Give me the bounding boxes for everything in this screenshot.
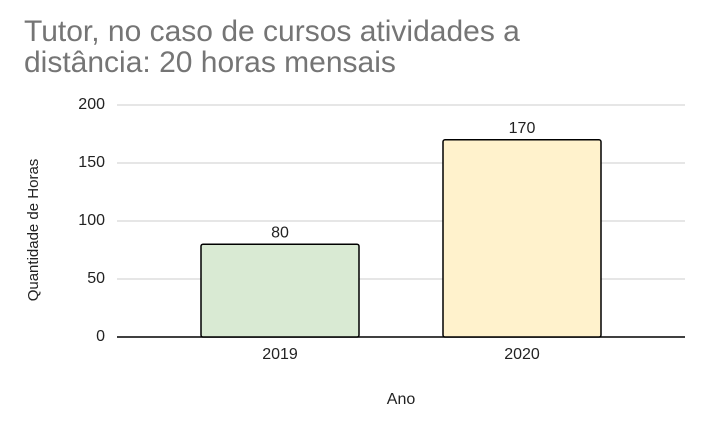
- y-axis-label: Quantidade de Horas: [25, 159, 42, 302]
- y-tick-label: 0: [96, 328, 105, 345]
- data-label: 170: [509, 120, 536, 137]
- y-tick-label: 100: [78, 212, 105, 229]
- y-tick-label: 50: [87, 270, 105, 287]
- x-axis-label: Ano: [387, 391, 416, 408]
- x-tick-label: 2020: [504, 346, 540, 363]
- y-tick-label: 150: [78, 154, 105, 171]
- x-tick-label: 2019: [262, 346, 298, 363]
- bar: [442, 139, 602, 338]
- bar: [200, 243, 360, 338]
- chart-title: Tutor, no caso de cursos atividades a di…: [24, 15, 520, 79]
- y-tick-label: 200: [78, 96, 105, 113]
- data-label: 80: [271, 224, 289, 241]
